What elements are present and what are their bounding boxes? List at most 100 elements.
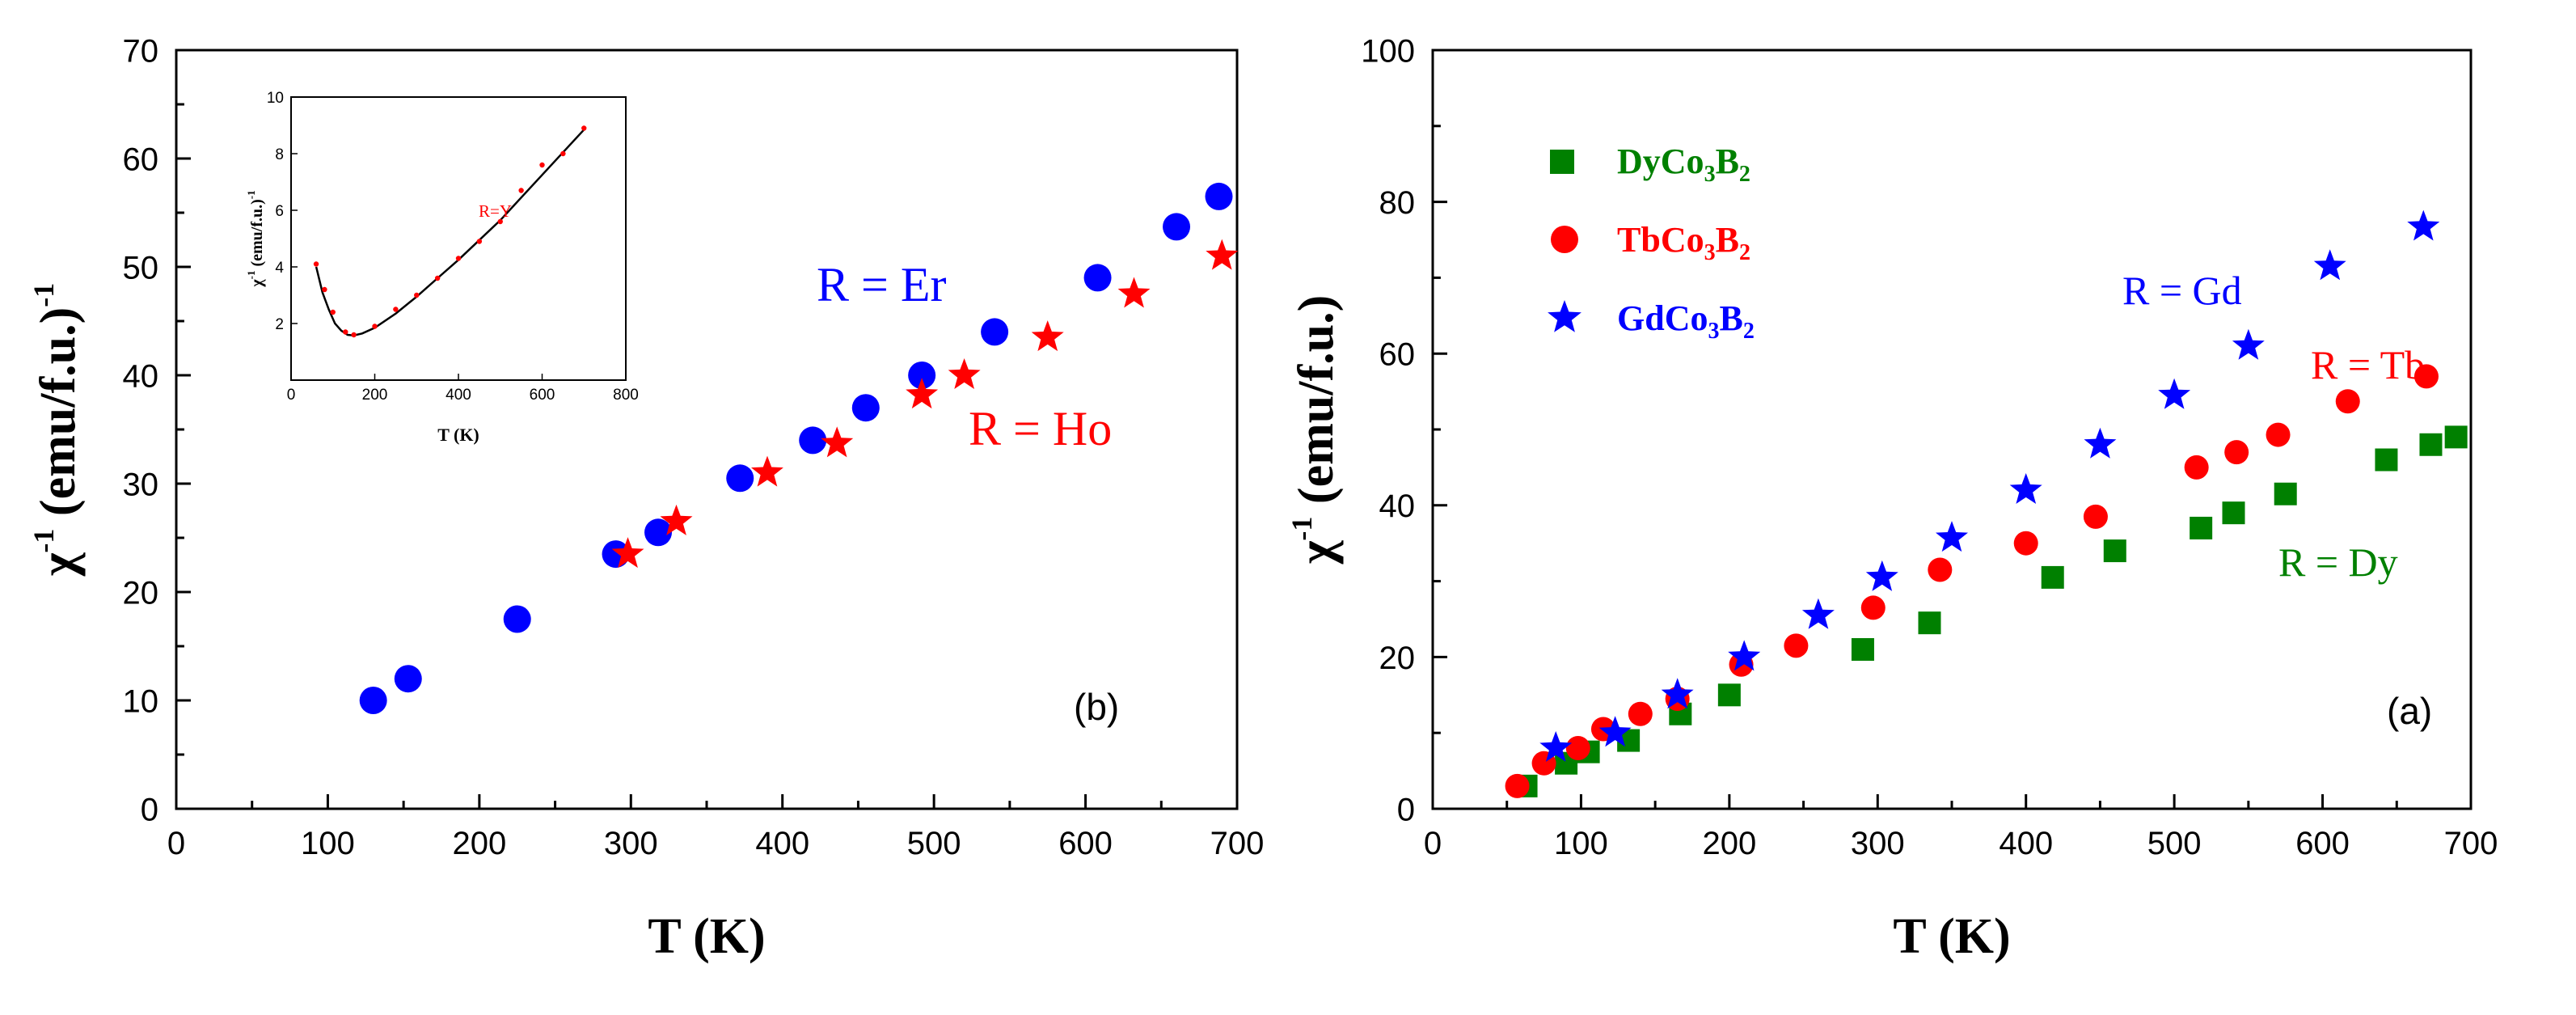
panel-a-legend: DyCo3B2 TbCo3B2 GdCo3B2 <box>1548 142 1755 344</box>
panel-a-point-dyco3b2 <box>2103 539 2126 563</box>
panel-b-x-tick-label: 0 <box>167 826 185 861</box>
panel-b-y-axis-exponent: -1 <box>27 529 60 553</box>
panel-a-point-gdco3b2 <box>1865 560 1898 591</box>
panel-a-point-gdco3b2 <box>2313 249 2346 281</box>
inset-tick-labels: 0 200 400 600 800 2 4 6 8 10 <box>267 90 639 404</box>
panel-b-data-marks <box>359 182 1239 714</box>
panel-b-point-r-ho <box>906 378 939 409</box>
inset-data-point <box>393 307 399 312</box>
inset-data-point <box>414 292 420 298</box>
panel-a-y-axis-symbol: χ <box>1289 539 1344 565</box>
legend-marker-dyco3b2 <box>1550 150 1574 174</box>
panel-b-y-axis-label: χ-1 (emu/f.u.)-1 <box>27 283 86 577</box>
panel-a-y-axis-exponent: -1 <box>1286 517 1318 541</box>
panel-a-x-tick-label: 100 <box>1554 826 1608 861</box>
panel-a-point-gdco3b2 <box>2009 473 2042 504</box>
inset-data-point <box>372 324 378 329</box>
panel-a-annotation-tb: R = Tb <box>2311 342 2425 387</box>
panel-a-annotation-gd: R = Gd <box>2122 268 2242 313</box>
panel-a-ticks <box>1431 49 2473 810</box>
panel-a-x-tick-label: 200 <box>1702 826 1756 861</box>
legend-dyco3b2-sub1: 3 <box>1704 162 1716 187</box>
panel-a-point-gdco3b2 <box>2407 209 2440 241</box>
panel-a-plot-frame <box>1431 49 2473 810</box>
legend-gdco3b2-mid: B <box>1719 298 1742 338</box>
inset-data-point <box>455 256 462 261</box>
panel-a-x-axis-label: T (K) <box>1893 909 2010 964</box>
panel-b-y-axis-unit-exponent: -1 <box>27 283 60 307</box>
inset-ticks <box>290 96 627 380</box>
panel-a-label: (a) <box>2387 690 2432 732</box>
panel-a-point-gdco3b2 <box>1539 731 1573 762</box>
panel-b-x-tick-label: 600 <box>1058 826 1113 861</box>
legend-tbco3b2-base: TbCo <box>1617 220 1704 260</box>
inset-y-axis-label: χ-1 (emu/f.u.)-1 <box>245 190 266 287</box>
panel-a-data-marks <box>1505 209 2468 798</box>
panel-b-y-tick-label: 10 <box>123 683 159 719</box>
inset-x-tick-label: 600 <box>530 387 555 404</box>
panel-b-y-tick-label: 60 <box>123 142 159 177</box>
panel-b-y-tick-label: 20 <box>123 575 159 611</box>
panel-b-point-r-er <box>981 318 1009 346</box>
panel-a-annotation-dy: R = Dy <box>2278 539 2398 585</box>
panel-b-point-r-er <box>908 362 936 389</box>
panel-b-y-tick-label: 50 <box>123 250 159 285</box>
panel-a-point-tbco3b2 <box>2413 364 2439 389</box>
panel-a-point-tbco3b2 <box>1860 595 1886 620</box>
panel-b-x-tick-label: 300 <box>604 826 658 861</box>
inset-data-point <box>313 261 319 267</box>
legend-marker-tbco3b2 <box>1551 226 1578 253</box>
inset-fit-curve <box>315 129 585 336</box>
panel-a-x-tick-label: 700 <box>2444 826 2498 861</box>
inset-data-point <box>476 239 483 244</box>
panel-b-annotation-ho: R = Ho <box>969 402 1112 455</box>
inset-x-tick-label: 200 <box>362 387 388 404</box>
panel-a-y-axis-unit: (emu/f.u.) <box>1289 295 1344 517</box>
inset-y-tick-label: 8 <box>275 146 284 163</box>
panel-b-point-r-er <box>644 518 673 547</box>
inset-data-point <box>497 218 503 225</box>
panel-b-y-tick-label: 40 <box>123 358 159 394</box>
panel-a-x-tick-label: 400 <box>1999 826 2053 861</box>
panel-b-x-tick-label: 500 <box>907 826 961 861</box>
panel-a-point-gdco3b2 <box>1801 598 1835 629</box>
inset-data-point <box>330 309 336 315</box>
panel-a-point-dyco3b2 <box>1851 638 1874 662</box>
panel-a-point-tbco3b2 <box>2224 440 2249 465</box>
legend-label-gdco3b2: GdCo3B2 <box>1617 298 1755 344</box>
panel-b-point-r-er <box>1163 213 1191 241</box>
inset-data-point <box>518 188 524 193</box>
panel-a-point-gdco3b2 <box>1728 640 1761 671</box>
panel-a-y-tick-label: 80 <box>1379 185 1416 221</box>
panel-b-point-r-er <box>799 426 827 455</box>
panel-b-point-r-ho <box>660 504 693 535</box>
panel-b-point-r-er <box>503 605 531 633</box>
panel-b-point-r-er <box>1083 264 1112 292</box>
panel-a-y-tick-label: 60 <box>1379 337 1416 373</box>
inset-data-point <box>351 332 357 338</box>
legend-tbco3b2-sub2: 2 <box>1739 240 1750 265</box>
panel-b-point-r-ho <box>611 537 644 569</box>
panel-b-label: (b) <box>1074 686 1119 728</box>
legend-label-tbco3b2: TbCo3B2 <box>1617 220 1750 265</box>
inset-y-axis-unit: (emu/f.u.) <box>248 199 266 270</box>
panel-a-point-tbco3b2 <box>2266 422 2291 447</box>
panel-a-point-gdco3b2 <box>1598 716 1632 747</box>
legend-tbco3b2-sub1: 3 <box>1704 240 1716 265</box>
legend-dyco3b2-base: DyCo <box>1617 142 1704 181</box>
inset-x-tick-label: 0 <box>287 387 296 404</box>
panel-b-point-r-er <box>726 464 754 493</box>
panel-b-point-r-er <box>1205 182 1233 210</box>
panel-a-tick-labels: 0 100 200 300 400 500 600 700 0 20 40 60 80 100 <box>1361 33 2498 861</box>
panel-a-x-tick-label: 0 <box>1424 826 1442 861</box>
panel-a-y-axis-label: χ-1 (emu/f.u.) <box>1286 295 1344 565</box>
inset-x-tick-label: 800 <box>613 387 639 404</box>
inset-data-points <box>313 125 587 338</box>
inset-data-point <box>434 275 441 281</box>
inset-x-tick-label: 400 <box>446 387 471 404</box>
panel-a-point-dyco3b2 <box>2375 448 2398 472</box>
panel-a-point-tbco3b2 <box>2335 389 2360 414</box>
panel-a-point-dyco3b2 <box>1918 611 1941 635</box>
legend-dyco3b2-sub2: 2 <box>1739 162 1750 187</box>
